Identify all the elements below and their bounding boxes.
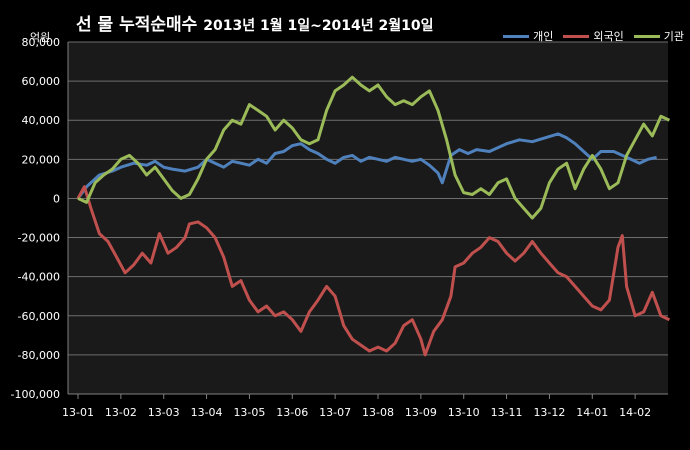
y-tick-label: -60,000 (18, 310, 60, 323)
legend-swatch-institution (633, 34, 660, 38)
y-tick-label: 80,000 (22, 36, 61, 49)
x-tick-label: 13-10 (448, 406, 480, 419)
legend-label-foreign: 외국인 (593, 30, 624, 43)
y-tick-label: 0 (53, 192, 60, 205)
y-tick-label: 60,000 (22, 75, 61, 88)
legend-swatch-foreign (563, 34, 590, 38)
y-tick-label: -20,000 (18, 232, 60, 245)
y-tick-label: -100,000 (11, 388, 60, 401)
x-tick-label: 13-09 (405, 406, 437, 419)
x-tick-label: 13-04 (191, 406, 223, 419)
series-line-individual (76, 132, 657, 200)
x-tick-label: 14-02 (619, 406, 651, 419)
legend-label-individual: 개인 (533, 30, 554, 43)
x-tick-label: 13-03 (148, 406, 180, 419)
x-tick-label: 13-02 (105, 406, 137, 419)
legend-item-individual: 개인 (503, 28, 553, 44)
chart-title: 선 물 누적순매수 2013년 1월 1일~2014년 2월10일 (76, 10, 434, 35)
chart-subtitle: 2013년 1월 1일~2014년 2월10일 (203, 18, 434, 34)
x-tick-label: 13-05 (233, 406, 265, 419)
legend-item-foreign: 외국인 (563, 28, 624, 44)
x-tick-label: 13-06 (276, 406, 308, 419)
legend: 개인 외국인 기관 (503, 28, 684, 44)
y-tick-label: 40,000 (22, 114, 61, 127)
legend-label-institution: 기관 (663, 30, 684, 43)
x-tick-label: 13-11 (491, 406, 523, 419)
plot-background (68, 42, 668, 394)
x-tick-label: 13-12 (533, 406, 565, 419)
x-tick-label: 13-08 (362, 406, 394, 419)
y-tick-label: 20,000 (22, 153, 61, 166)
series-line-institution (77, 75, 671, 220)
legend-swatch-individual (503, 34, 530, 38)
series-line-foreign (76, 185, 671, 357)
x-tick-label: 13-01 (62, 406, 94, 419)
x-tick-label: 14-01 (576, 406, 608, 419)
y-axis-unit-label: 억원 (30, 31, 51, 44)
y-tick-label: -80,000 (18, 349, 60, 362)
x-tick-label: 13-07 (319, 406, 351, 419)
y-tick-label: -40,000 (18, 271, 60, 284)
legend-item-institution: 기관 (633, 28, 684, 44)
chart-title-text: 선 물 누적순매수 (76, 15, 198, 35)
